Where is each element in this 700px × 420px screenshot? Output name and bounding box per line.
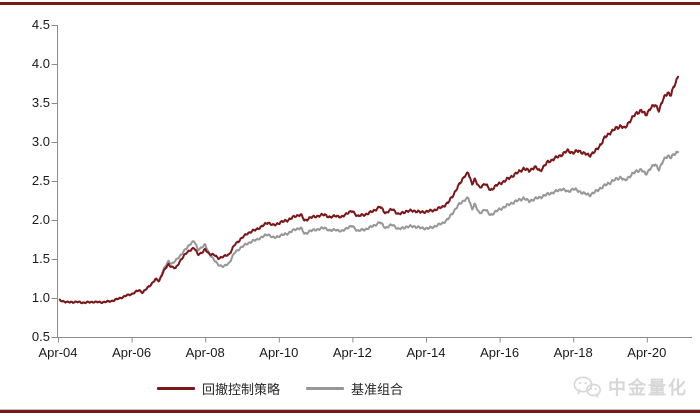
benchmark-line-swatch: [306, 386, 344, 391]
x-tick-label: Apr-06: [112, 345, 152, 360]
legend-item-strategy: 回撤控制策略: [156, 379, 280, 398]
watermark-label: 中金量化: [608, 378, 688, 399]
y-tick-label: 4.0: [31, 56, 50, 71]
legend-item-benchmark: 基准组合: [306, 379, 403, 398]
x-tick-label: Apr-08: [185, 345, 225, 360]
x-tick-label: Apr-14: [406, 345, 446, 360]
y-tick-label: 2.5: [31, 173, 50, 188]
y-tick-label: 1.0: [31, 290, 50, 305]
y-tick-label: 3.0: [31, 134, 50, 149]
y-tick-label: 4.5: [31, 17, 50, 32]
legend-label-benchmark: 基准组合: [351, 383, 404, 398]
x-tick-label: Apr-18: [553, 345, 593, 360]
x-tick-label: Apr-10: [259, 345, 299, 360]
bottom-rule: [0, 409, 700, 413]
y-tick-label: 3.5: [31, 95, 50, 110]
y-tick-label: 1.5: [31, 251, 50, 266]
watermark: 中金量化: [572, 374, 688, 400]
top-rule: [0, 2, 700, 5]
x-tick-label: Apr-16: [480, 345, 520, 360]
strategy-line-swatch: [156, 386, 195, 391]
y-tick-label: 0.5: [31, 329, 50, 344]
x-tick-label: Apr-20: [627, 345, 667, 360]
x-tick-label: Apr-04: [38, 345, 78, 360]
y-tick-label: 2.0: [31, 212, 50, 227]
wechat-icon: [573, 376, 601, 398]
legend-label-strategy: 回撤控制策略: [201, 383, 280, 398]
x-tick-label: Apr-12: [332, 345, 372, 360]
chart-legend: 回撤控制策略 基准组合: [0, 379, 560, 398]
